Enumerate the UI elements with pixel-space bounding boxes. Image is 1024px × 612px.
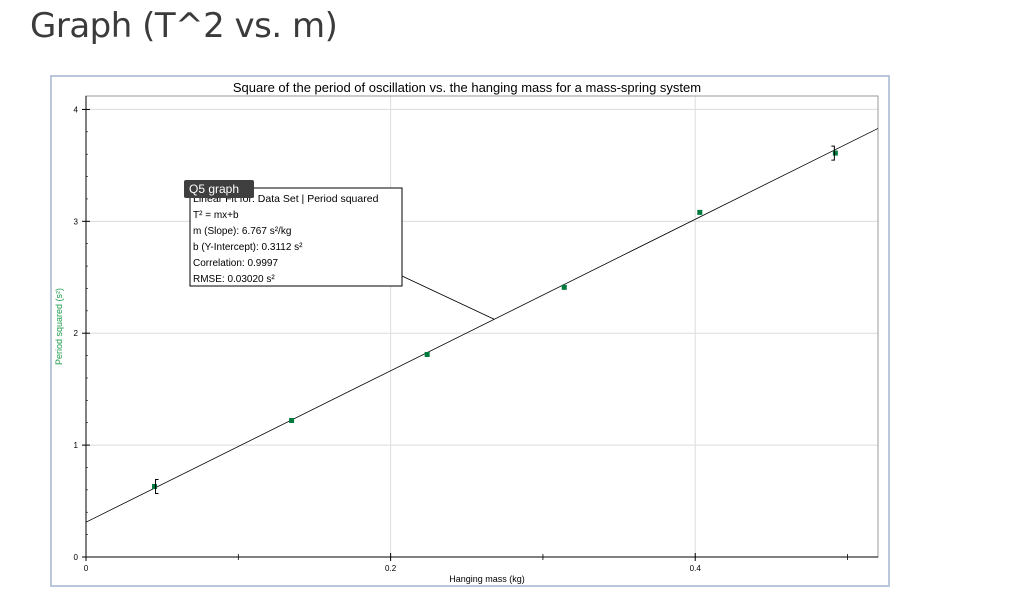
error-bracket <box>831 145 835 161</box>
x-tick-label: 0.2 <box>385 564 397 573</box>
error-bracket <box>155 479 159 495</box>
data-point <box>289 417 295 423</box>
annotation-line: RMSE: 0.03020 s² <box>193 274 275 285</box>
plot-border <box>85 95 879 558</box>
data-point <box>561 284 567 290</box>
data-point <box>424 351 430 357</box>
data-point <box>697 209 703 215</box>
page-title: Graph (T^2 vs. m) <box>30 6 338 46</box>
x-axis-label: Hanging mass (kg) <box>449 574 525 584</box>
chart-title: Square of the period of oscillation vs. … <box>233 80 701 95</box>
annotation-lines: T² = mx+b m (Slope): 6.767 s²/kg b (Y-Inte… <box>193 210 303 285</box>
axes: 0 1 2 3 4 0 0.2 0.4 <box>74 95 879 573</box>
fit-annotation-box[interactable]: Linear Fit for: Data Set | Period square… <box>184 180 403 287</box>
data-point <box>152 484 158 490</box>
annotation-line: b (Y-Intercept): 0.3112 s² <box>193 242 303 253</box>
annotation-line: T² = mx+b <box>193 210 239 221</box>
x-tick-label: 0.4 <box>690 564 702 573</box>
chart: Square of the period of oscillation vs. … <box>54 80 879 584</box>
chart-frame: Square of the period of oscillation vs. … <box>50 75 890 587</box>
y-tick-label: 1 <box>74 441 79 450</box>
fit-layer <box>85 128 879 523</box>
annotation-border <box>189 187 403 287</box>
annotation-line: Correlation: 0.9997 <box>193 258 278 269</box>
data-point <box>832 150 838 156</box>
annotation-pointer <box>401 275 495 320</box>
fit-line <box>85 128 879 523</box>
y-tick-label: 0 <box>74 553 79 562</box>
x-tick-label: 0 <box>84 564 89 573</box>
y-tick-label: 3 <box>74 217 79 226</box>
y-tick-label: 2 <box>74 329 79 338</box>
data-points <box>152 145 838 495</box>
annotation-tab-label: Q5 graph <box>189 182 239 196</box>
y-axis-label: Period squared (s²) <box>54 288 64 365</box>
annotation-tab[interactable] <box>184 180 254 198</box>
annotation-line: m (Slope): 6.767 s²/kg <box>193 226 291 237</box>
grid <box>86 96 878 557</box>
y-tick-label: 4 <box>74 105 79 114</box>
